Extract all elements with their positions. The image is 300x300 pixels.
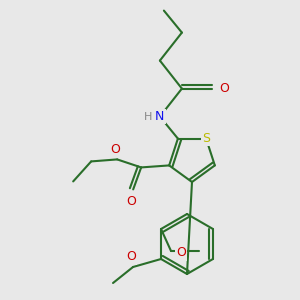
Text: O: O bbox=[110, 143, 120, 156]
Text: O: O bbox=[126, 250, 136, 263]
Text: O: O bbox=[126, 195, 136, 208]
Text: O: O bbox=[176, 247, 186, 260]
Text: S: S bbox=[202, 132, 210, 145]
Text: H: H bbox=[144, 112, 152, 122]
Text: O: O bbox=[219, 82, 229, 95]
Text: N: N bbox=[155, 110, 165, 123]
